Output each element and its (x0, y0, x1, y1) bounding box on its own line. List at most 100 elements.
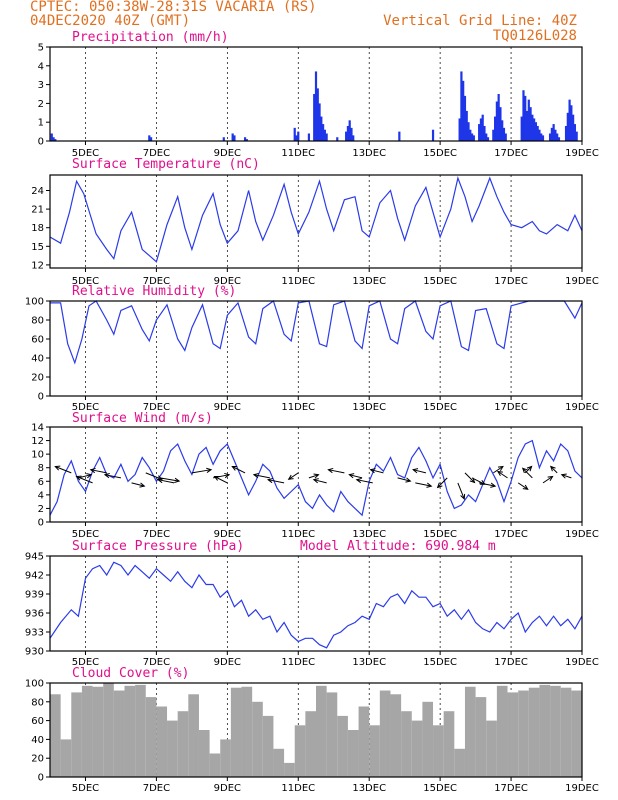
x-tick-label: 17DEC (494, 148, 528, 159)
cloud-bar (209, 753, 221, 777)
cloud-bar (475, 697, 487, 777)
wind-arrow-shaft (131, 482, 145, 487)
x-tick-label: 5DEC (72, 148, 99, 159)
x-tick-label: 5DEC (72, 529, 99, 540)
wind-arrow-head (497, 465, 504, 472)
wind-arrow-head (86, 473, 93, 479)
precip-bar (573, 124, 577, 141)
x-tick-label: 17DEC (494, 657, 528, 668)
precip-bar (554, 129, 557, 141)
station-title: CPTEC: 050:38W-28:31S VACARIA (RS) (30, 0, 317, 15)
precip-bar (231, 133, 234, 141)
x-tick-label: 17DEC (494, 402, 528, 413)
wind-arrow-head (231, 465, 238, 471)
x-tick-label: 19DEC (565, 402, 599, 413)
y-tick-label: 939 (25, 590, 44, 601)
wind-arrow (131, 482, 146, 488)
wind-arrow (312, 478, 327, 484)
model-id: TQ0126L028 (493, 28, 577, 44)
precip-bar (483, 125, 486, 141)
precip-bar (504, 133, 507, 141)
y-tick-label: 100 (25, 679, 44, 690)
wind-arrow-head (348, 473, 355, 479)
precip-bar (398, 131, 401, 141)
x-tick-label: 13DEC (352, 657, 386, 668)
cloud-bar (518, 690, 529, 777)
precip-bar (243, 137, 247, 141)
x-tick-label: 11DEC (281, 402, 315, 413)
x-tick-label: 5DEC (72, 783, 99, 794)
wind-arrow (549, 465, 558, 474)
wind-arrow (560, 473, 572, 479)
wind-arrow-head (426, 482, 433, 488)
precip-bar (501, 120, 504, 141)
x-tick-label: 5DEC (72, 657, 99, 668)
y-tick-label: 933 (25, 628, 44, 639)
wind-arrow-shaft (457, 482, 465, 500)
wind-arrow-shaft (158, 479, 175, 484)
precip-bar (531, 114, 534, 141)
run-date: 04DEC2020 40Z (GMT) (30, 13, 190, 29)
cloud-bar (262, 715, 274, 777)
precip-bar (345, 131, 348, 141)
x-tick-label: 13DEC (352, 529, 386, 540)
precip-bar (314, 71, 318, 141)
precip-bar (465, 110, 468, 141)
precip-bar (316, 88, 319, 141)
y-tick-label: 930 (25, 647, 44, 658)
series-line (50, 300, 583, 365)
precip-bar (494, 116, 497, 141)
precip-bar (313, 94, 316, 141)
precip-bar (318, 103, 321, 141)
precip-bar (499, 107, 502, 141)
x-tick-label: 15DEC (423, 276, 457, 287)
x-tick-label: 19DEC (565, 783, 599, 794)
cloud-bar (550, 685, 561, 777)
x-tick-label: 13DEC (352, 402, 386, 413)
wind-arrow-head (355, 477, 362, 484)
wind-arrow (412, 468, 427, 474)
x-tick-label: 15DEC (423, 783, 457, 794)
precip-bar (540, 133, 543, 141)
wind-arrow-head (206, 467, 213, 473)
wind-arrow (457, 482, 466, 500)
y-tick-label: 2 (38, 99, 44, 110)
y-tick-label: 6 (38, 477, 44, 488)
precip-bar (534, 122, 537, 141)
y-tick-label: 100 (25, 297, 44, 308)
y-tick-label: 21 (31, 205, 44, 216)
wind-arrow-head (287, 474, 294, 480)
wind-arrow (157, 477, 175, 484)
plot-frame (49, 555, 583, 652)
plot-frame (49, 682, 583, 778)
wind-arrow-shaft (253, 474, 270, 479)
cloud-bar (273, 748, 285, 777)
cloud-bar (252, 701, 263, 777)
precip-bar (222, 137, 225, 141)
precip-bar (492, 129, 495, 141)
x-tick-label: 7DEC (143, 657, 170, 668)
wind-arrow-head (313, 473, 320, 479)
precip-bar (525, 110, 529, 141)
precip-bar (556, 133, 559, 141)
wind-arrow-shaft (232, 466, 246, 474)
x-tick-label: 11DEC (281, 529, 315, 540)
precip-bar (148, 135, 151, 141)
precip-bar (564, 125, 568, 141)
x-tick-label: 15DEC (423, 529, 457, 540)
x-tick-label: 19DEC (565, 148, 599, 159)
precip-bar (325, 133, 328, 141)
wind-arrow-shaft (370, 469, 384, 474)
cloud-bar (528, 687, 540, 777)
x-tick-label: 17DEC (494, 529, 528, 540)
y-tick-label: 12 (31, 260, 44, 271)
wind-arrow (493, 465, 504, 474)
wind-arrow-head (490, 482, 497, 488)
precip-bar (52, 137, 55, 141)
precip-bar (463, 95, 467, 141)
y-tick-label: 20 (31, 754, 44, 765)
cloud-bar (241, 686, 253, 777)
precip-bar (527, 99, 530, 141)
precip-bar (352, 135, 355, 141)
